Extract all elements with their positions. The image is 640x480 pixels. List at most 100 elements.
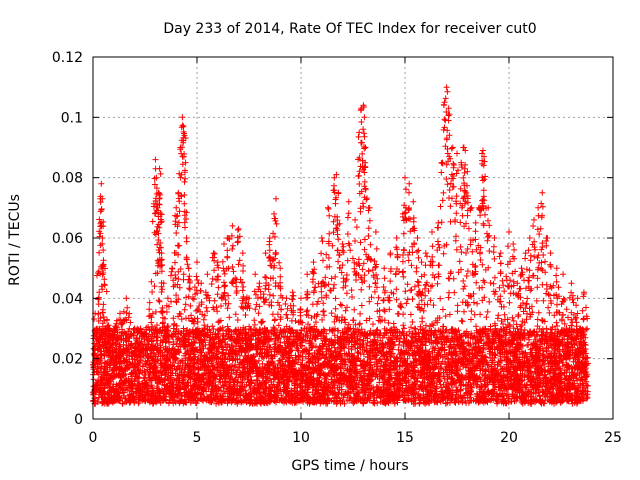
data-point bbox=[271, 316, 278, 323]
chart-title: Day 233 of 2014, Rate Of TEC Index for r… bbox=[163, 21, 536, 37]
data-point bbox=[314, 375, 321, 382]
data-point bbox=[393, 296, 400, 303]
data-point bbox=[395, 346, 402, 353]
data-point bbox=[509, 314, 516, 321]
data-point bbox=[449, 195, 455, 202]
data-point bbox=[242, 312, 249, 318]
data-point bbox=[332, 295, 339, 302]
data-point bbox=[275, 322, 282, 329]
data-point bbox=[408, 262, 415, 269]
data-point bbox=[349, 255, 356, 262]
data-point bbox=[510, 317, 517, 324]
data-point bbox=[319, 316, 326, 323]
data-point bbox=[329, 242, 336, 249]
data-point bbox=[510, 325, 517, 332]
data-point bbox=[235, 261, 242, 268]
data-point bbox=[176, 349, 183, 356]
data-point bbox=[103, 288, 110, 295]
data-point bbox=[564, 333, 571, 340]
data-point bbox=[371, 258, 378, 265]
data-point bbox=[325, 281, 332, 288]
data-point bbox=[365, 268, 372, 275]
data-point bbox=[430, 302, 437, 309]
data-point bbox=[437, 295, 444, 302]
data-point bbox=[356, 320, 363, 327]
data-point bbox=[457, 243, 464, 250]
data-point bbox=[483, 314, 490, 321]
data-point bbox=[464, 268, 471, 275]
data-point bbox=[298, 343, 305, 349]
data-point bbox=[247, 386, 254, 393]
data-point bbox=[152, 309, 159, 315]
data-point bbox=[127, 319, 134, 326]
data-point bbox=[374, 275, 381, 282]
data-point bbox=[461, 283, 468, 290]
data-point bbox=[101, 363, 108, 370]
data-point bbox=[361, 246, 368, 253]
data-point bbox=[126, 310, 133, 317]
data-point bbox=[542, 258, 548, 265]
data-point bbox=[456, 258, 463, 265]
data-point bbox=[524, 295, 531, 302]
data-point bbox=[400, 230, 407, 237]
data-point bbox=[470, 299, 477, 306]
data-point bbox=[376, 313, 383, 320]
data-point bbox=[193, 273, 200, 280]
data-point bbox=[170, 325, 177, 332]
data-point bbox=[344, 334, 351, 341]
data-point bbox=[540, 297, 547, 304]
data-points bbox=[90, 84, 591, 407]
data-point bbox=[181, 306, 188, 313]
data-point bbox=[156, 298, 163, 305]
data-point bbox=[351, 306, 358, 313]
data-point bbox=[486, 298, 493, 305]
data-point bbox=[465, 292, 472, 299]
data-point bbox=[479, 297, 486, 304]
data-point bbox=[545, 304, 552, 311]
data-point bbox=[537, 225, 544, 232]
data-point bbox=[358, 286, 365, 293]
data-point bbox=[385, 319, 392, 326]
data-point bbox=[325, 341, 332, 348]
data-point bbox=[487, 280, 494, 286]
data-point bbox=[230, 242, 236, 249]
data-point bbox=[506, 299, 513, 306]
data-point bbox=[409, 319, 416, 325]
data-point bbox=[226, 314, 233, 321]
data-point bbox=[240, 268, 246, 274]
data-point bbox=[463, 250, 469, 256]
data-point bbox=[350, 317, 357, 324]
data-point bbox=[148, 314, 155, 321]
data-point bbox=[498, 318, 505, 324]
data-point bbox=[274, 299, 281, 306]
data-point bbox=[332, 273, 339, 280]
data-point bbox=[485, 217, 491, 224]
data-point bbox=[526, 389, 533, 396]
data-point bbox=[538, 265, 545, 272]
data-point bbox=[357, 239, 364, 246]
data-point bbox=[453, 233, 459, 240]
data-point bbox=[447, 269, 454, 275]
data-point bbox=[551, 312, 558, 319]
data-point bbox=[213, 276, 220, 283]
data-point bbox=[447, 218, 454, 225]
data-point bbox=[393, 286, 400, 293]
data-point bbox=[365, 225, 372, 232]
data-point bbox=[270, 292, 277, 299]
data-point bbox=[349, 294, 355, 300]
data-point bbox=[555, 284, 562, 291]
data-point bbox=[561, 320, 568, 327]
data-point bbox=[411, 325, 418, 332]
data-point bbox=[570, 299, 577, 306]
data-point bbox=[458, 249, 465, 256]
data-point bbox=[441, 243, 448, 249]
data-point bbox=[347, 247, 354, 254]
data-point bbox=[491, 274, 498, 281]
data-point bbox=[443, 176, 450, 182]
data-point bbox=[208, 281, 215, 287]
data-point bbox=[303, 328, 310, 335]
data-point bbox=[375, 317, 382, 324]
data-point bbox=[579, 307, 586, 314]
data-point bbox=[359, 266, 366, 273]
